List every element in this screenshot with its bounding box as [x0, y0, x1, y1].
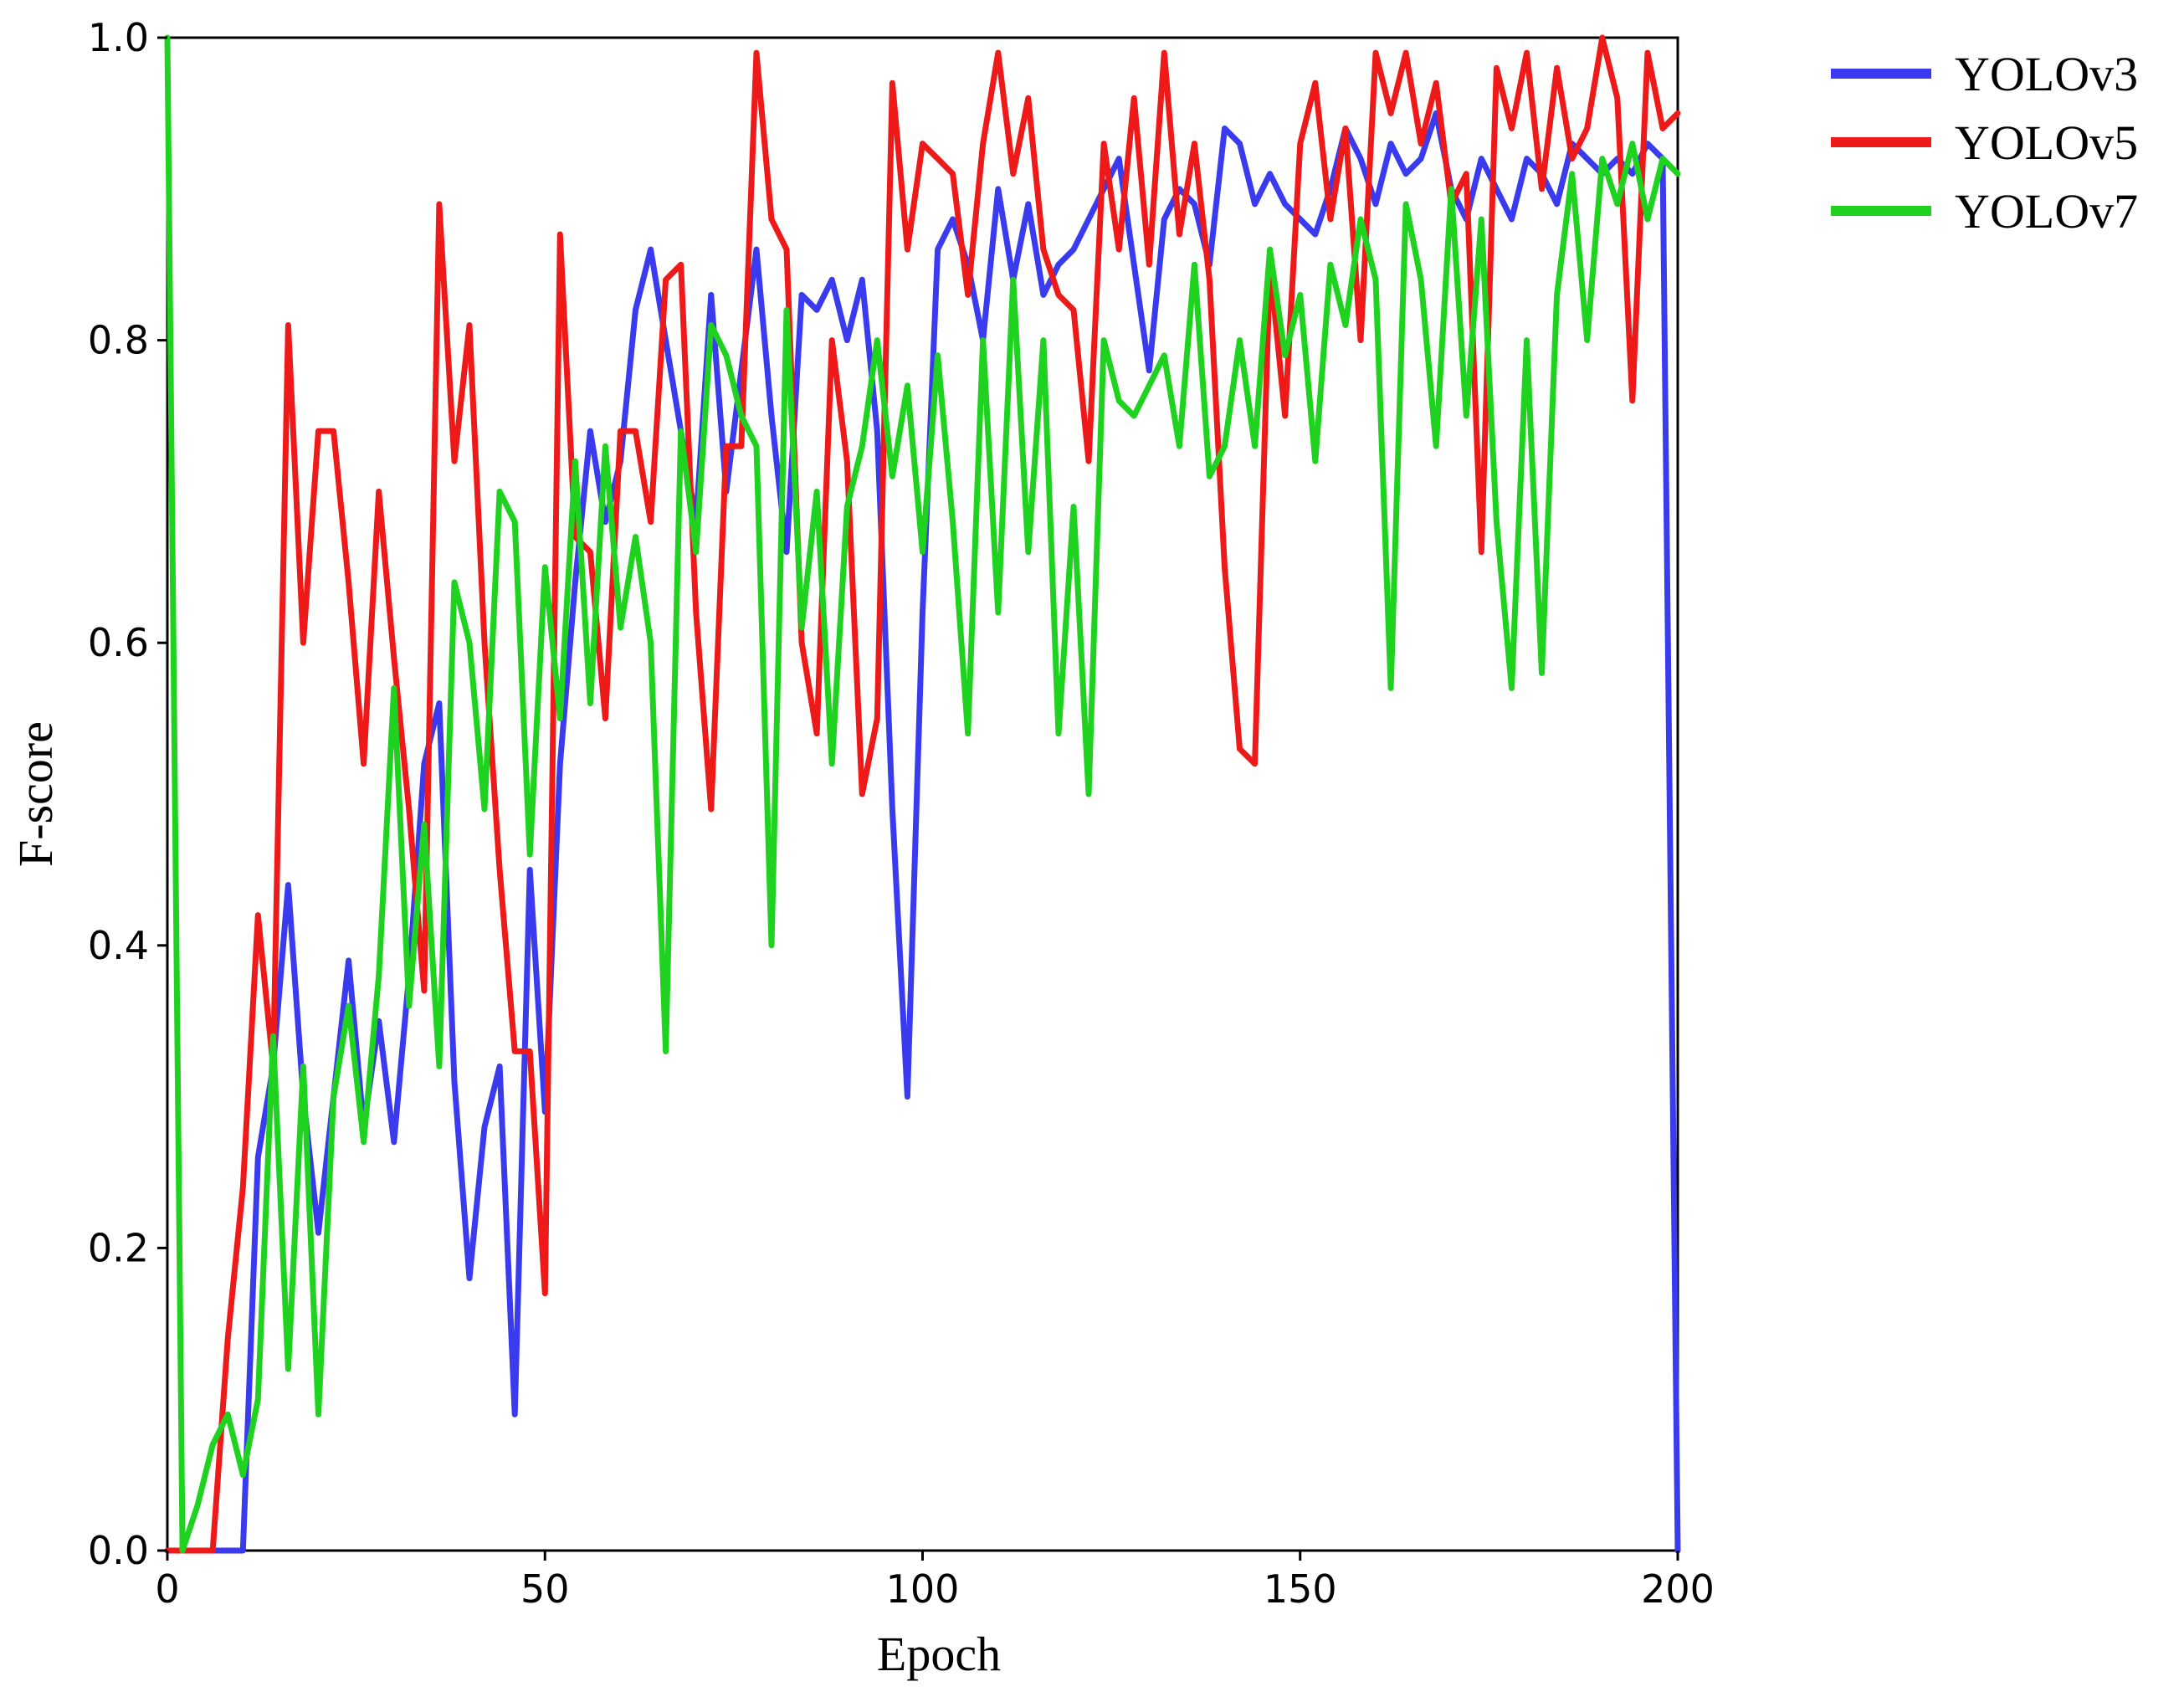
y-tick-label: 0.2	[88, 1225, 149, 1270]
x-axis-title: Epoch	[877, 1627, 1001, 1681]
plot-frame	[166, 36, 1679, 1552]
x-tick-label: 200	[1641, 1566, 1715, 1612]
legend-label-yolov5: YOLOv5	[1955, 115, 2138, 170]
y-tick-label: 0.4	[88, 923, 149, 968]
y-tick-label: 1.0	[88, 15, 149, 60]
legend-label-yolov7: YOLOv7	[1955, 184, 2138, 238]
x-tick-label: 100	[886, 1566, 960, 1612]
y-axis-title: F-score	[8, 721, 63, 867]
y-tick-label: 0.8	[88, 318, 149, 363]
x-tick-label: 150	[1264, 1566, 1337, 1612]
x-tick-label: 50	[520, 1566, 570, 1612]
legend-label-yolov3: YOLOv3	[1955, 47, 2138, 101]
series-line-yolov7	[164, 34, 1681, 1554]
series-line-yolov5	[164, 34, 1681, 1554]
y-tick-label: 0.6	[88, 620, 149, 665]
x-tick-label: 0	[155, 1566, 179, 1612]
ticks-layer: 0 50 100 150 200 0.0 0.2 0.4 0.6 0.8 1.0	[88, 15, 1715, 1612]
series-layer	[164, 34, 1681, 1554]
series-line-yolov3	[164, 110, 1681, 1554]
y-tick-label: 0.0	[88, 1528, 149, 1573]
legend: YOLOv3 YOLOv5 YOLOv7	[1831, 47, 2138, 238]
